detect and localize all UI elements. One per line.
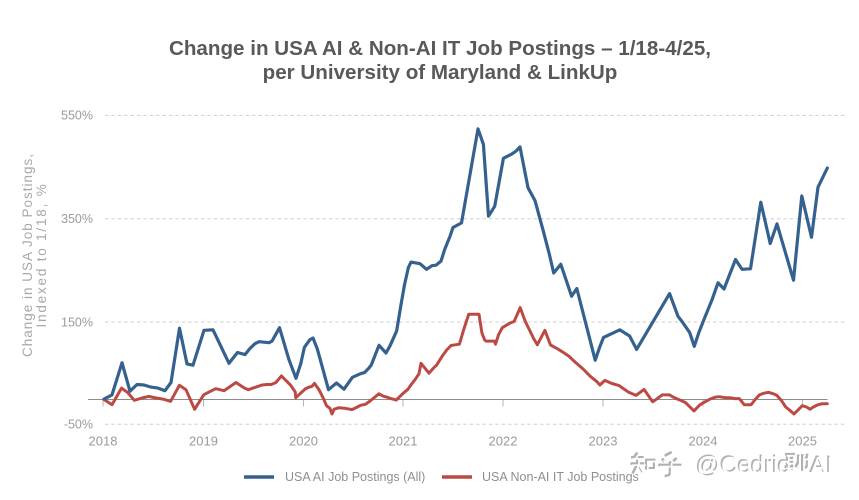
svg-text:550%: 550%: [61, 109, 93, 123]
svg-text:350%: 350%: [61, 212, 93, 226]
svg-text:2019: 2019: [189, 434, 218, 449]
svg-text:2021: 2021: [389, 434, 418, 449]
svg-text:Indexed to 1/18, %: Indexed to 1/18, %: [34, 183, 49, 328]
svg-text:@Cedric: @Cedric: [697, 453, 791, 480]
svg-text:150%: 150%: [61, 315, 93, 329]
svg-text:2025: 2025: [788, 434, 817, 449]
svg-text:2022: 2022: [489, 434, 518, 449]
svg-text:2018: 2018: [89, 434, 118, 449]
svg-text:Change in USA AI & Non-AI IT J: Change in USA AI & Non-AI IT Job Posting…: [169, 37, 711, 60]
svg-text:-50%: -50%: [64, 418, 93, 432]
svg-text:@Cedric: @Cedric: [695, 451, 789, 478]
svg-text:USA Non-AI IT Job Postings: USA Non-AI IT Job Postings: [482, 470, 639, 484]
svg-text:Change in USA Job Postings,: Change in USA Job Postings,: [20, 153, 35, 357]
svg-text:USA AI Job Postings (All): USA AI Job Postings (All): [285, 470, 425, 484]
svg-text:2023: 2023: [589, 434, 618, 449]
svg-text:AI: AI: [809, 451, 832, 478]
svg-text:2024: 2024: [689, 434, 718, 449]
svg-text:AI: AI: [811, 453, 834, 480]
svg-text:2020: 2020: [289, 434, 318, 449]
svg-text:per University of Maryland & L: per University of Maryland & LinkUp: [263, 61, 618, 84]
